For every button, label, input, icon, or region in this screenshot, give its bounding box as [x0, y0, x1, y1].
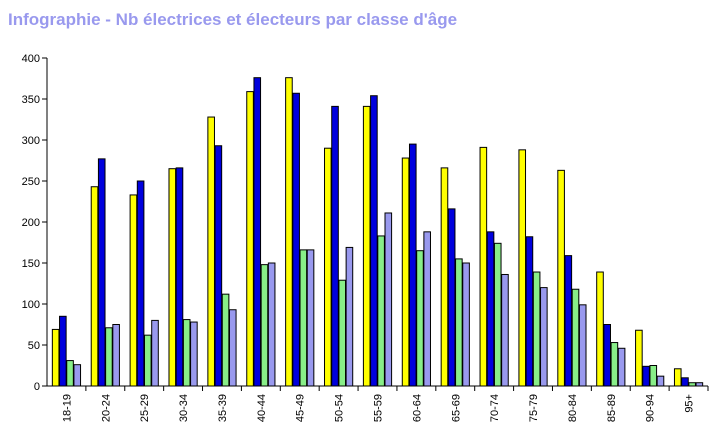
bar	[175, 167, 184, 387]
bar	[401, 157, 410, 387]
bar	[246, 91, 254, 387]
y-tick-label: 200	[22, 217, 40, 229]
bar	[486, 231, 495, 387]
bar	[331, 105, 339, 387]
bar	[610, 342, 619, 387]
bar	[260, 264, 269, 387]
bar	[144, 334, 152, 387]
bar	[285, 77, 293, 387]
bar	[557, 169, 565, 387]
bar	[423, 231, 431, 387]
bar	[324, 147, 332, 387]
bar	[408, 143, 417, 387]
y-tick-label: 300	[22, 135, 40, 147]
bar	[673, 368, 682, 387]
x-tick-label: 95+	[684, 394, 696, 413]
y-tick-label: 100	[22, 299, 40, 311]
bar	[447, 208, 456, 387]
bar	[649, 365, 658, 387]
x-tick-label: 90-94	[645, 394, 657, 422]
bar	[253, 77, 262, 387]
x-tick-label: 45-49	[295, 394, 307, 422]
bar	[656, 375, 665, 387]
x-tick-label: 50-54	[334, 394, 346, 422]
y-tick-label: 50	[28, 340, 40, 352]
bar	[416, 250, 424, 387]
y-tick-label: 350	[22, 94, 40, 106]
bar	[338, 279, 347, 387]
bar	[681, 377, 689, 387]
bar	[370, 95, 378, 387]
bar	[635, 329, 643, 387]
bar	[571, 288, 580, 387]
bar	[596, 271, 604, 387]
bar	[501, 273, 509, 387]
y-tick-label: 150	[22, 258, 40, 270]
bar	[168, 168, 177, 387]
x-axis: 18-19 20-24 25-29 30-34 35-39 40-44 45-49 50-54…	[47, 385, 709, 422]
bar	[97, 158, 106, 387]
x-tick-label: 70-74	[489, 394, 501, 422]
bar	[384, 212, 393, 387]
x-tick-label: 75-79	[528, 394, 540, 422]
x-tick-label: 35-39	[217, 394, 229, 422]
bar	[455, 258, 463, 387]
x-tick-label: 20-24	[100, 394, 112, 422]
y-tick-label: 250	[22, 176, 40, 188]
bar	[90, 186, 99, 387]
bar	[564, 255, 573, 387]
bar	[73, 364, 82, 387]
bar	[105, 327, 113, 387]
bar	[377, 235, 385, 387]
bar	[151, 319, 159, 387]
bar	[642, 365, 650, 387]
x-tick-label: 25-29	[139, 394, 151, 422]
bar	[51, 328, 60, 387]
bar	[214, 145, 223, 387]
x-tick-label: 18-19	[61, 394, 73, 422]
bar	[518, 149, 527, 387]
bar	[479, 146, 488, 387]
bars	[51, 77, 704, 387]
x-tick-label: 60-64	[411, 394, 423, 422]
x-tick-label: 30-34	[178, 394, 190, 422]
bar	[59, 315, 67, 387]
bar	[66, 360, 74, 387]
bar	[532, 271, 541, 387]
x-tick-label: 80-84	[567, 394, 579, 422]
bar	[129, 194, 138, 387]
bar	[306, 249, 315, 387]
bar	[440, 167, 449, 387]
bar	[190, 321, 198, 387]
bar	[345, 246, 354, 387]
x-tick-label: 55-59	[373, 394, 385, 422]
bar	[493, 242, 502, 387]
bar	[221, 293, 230, 387]
bar	[136, 180, 145, 387]
bar	[362, 105, 371, 387]
bar	[603, 324, 611, 387]
y-axis: 0 50 100 150 200 250 300 350 400	[22, 53, 48, 393]
chart-title: Infographie - Nb électrices et électeurs…	[8, 10, 458, 29]
bar	[525, 236, 534, 387]
bar	[462, 262, 470, 387]
y-tick-label: 400	[22, 53, 40, 65]
bar	[207, 116, 215, 387]
x-tick-label: 85-89	[606, 394, 618, 422]
bar	[578, 304, 587, 387]
bar	[617, 347, 626, 387]
x-tick-label: 65-69	[450, 394, 462, 422]
bar	[182, 319, 191, 387]
bar	[228, 309, 237, 387]
bar	[292, 92, 300, 387]
y-tick-label: 0	[34, 381, 40, 393]
bar	[540, 287, 548, 387]
bar	[299, 249, 308, 387]
bar	[267, 262, 276, 387]
bar	[112, 324, 120, 387]
x-tick-label: 40-44	[256, 394, 268, 422]
